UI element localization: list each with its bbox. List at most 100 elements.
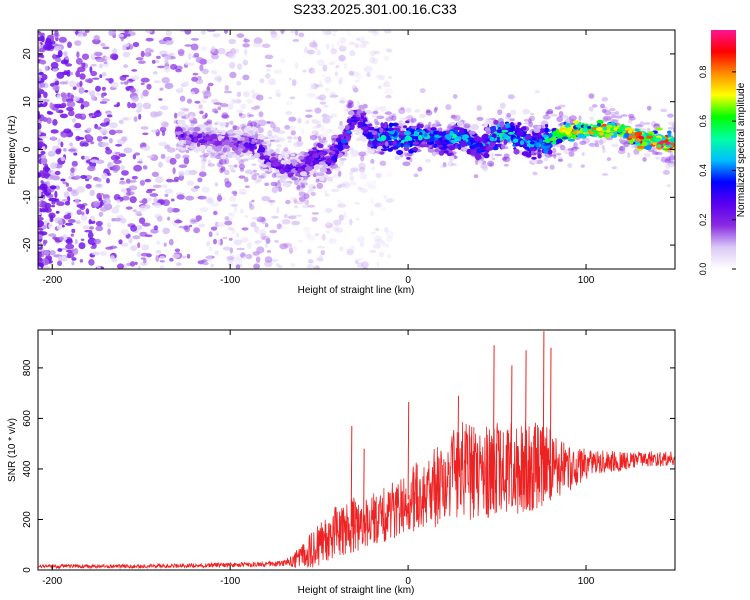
heatmap-cell (646, 105, 652, 111)
heatmap-cell (153, 80, 161, 84)
heatmap-cell (369, 198, 374, 204)
heatmap-cell (652, 142, 657, 146)
heatmap-cell (254, 133, 259, 138)
heatmap-cell (266, 121, 271, 124)
y-tick-label: 200 (22, 511, 33, 528)
heatmap-cell (201, 186, 210, 193)
heatmap-cell (289, 159, 298, 164)
heatmap-cell (169, 157, 177, 165)
heatmap-cell (154, 176, 164, 184)
heatmap-cell (121, 136, 128, 142)
heatmap-cell (380, 122, 384, 127)
heatmap-cell (231, 228, 236, 234)
heatmap-cell (193, 126, 201, 132)
heatmap-cell (213, 210, 218, 216)
heatmap-cell (257, 119, 267, 127)
heatmap-cell (158, 98, 163, 101)
heatmap-cell (322, 113, 328, 119)
heatmap-cell (130, 225, 138, 232)
heatmap-cell (208, 231, 213, 238)
heatmap-cell (120, 177, 125, 181)
heatmap-cell (403, 125, 408, 129)
heatmap-cell (325, 87, 330, 92)
heatmap-cell (71, 160, 78, 167)
heatmap-cell (370, 158, 375, 164)
heatmap-cell (548, 150, 553, 155)
heatmap-cell (437, 131, 445, 136)
heatmap-cell (189, 218, 196, 224)
heatmap-cell (379, 127, 384, 133)
heatmap-cell (74, 40, 82, 46)
heatmap-cell (557, 158, 563, 162)
heatmap-cell (219, 122, 227, 127)
heatmap-cell (513, 138, 519, 143)
heatmap-cell (467, 140, 472, 146)
heatmap-cell (291, 79, 297, 87)
heatmap-cell (372, 57, 379, 65)
heatmap-cell (209, 155, 218, 159)
heatmap-cell (196, 142, 201, 147)
x-tick-label: -200 (42, 275, 62, 286)
heatmap-cell (198, 103, 204, 110)
heatmap-cell (501, 129, 509, 133)
heatmap-cell (485, 147, 494, 151)
heatmap-cell (176, 194, 185, 200)
heatmap-cell (332, 219, 342, 226)
heatmap-cell (38, 129, 42, 136)
heatmap-cell (375, 227, 380, 232)
heatmap-cell (553, 154, 557, 159)
heatmap-cell (372, 30, 380, 36)
heatmap-cell (662, 169, 670, 175)
heatmap-cell (316, 245, 326, 249)
heatmap-cell (339, 120, 343, 127)
heatmap-cell (175, 126, 182, 132)
heatmap-cell (609, 108, 616, 112)
heatmap-cell (271, 162, 280, 167)
heatmap-cell (202, 261, 209, 266)
heatmap-cell (252, 42, 262, 48)
heatmap-cell (560, 144, 566, 151)
heatmap-cell (63, 148, 67, 152)
heatmap-cell (145, 37, 154, 42)
heatmap-cell (57, 255, 63, 262)
heatmap-cell (140, 82, 145, 85)
heatmap-cell (38, 68, 43, 72)
heatmap-cell (222, 236, 228, 240)
heatmap-cell (568, 115, 577, 121)
heatmap-cell (65, 182, 69, 187)
heatmap-cell (338, 54, 346, 62)
heatmap-cell (70, 233, 74, 237)
heatmap-cell (372, 243, 382, 249)
heatmap-cell (322, 64, 328, 72)
heatmap-cell (101, 172, 108, 180)
heatmap-cell (116, 102, 121, 107)
heatmap-cell (261, 196, 271, 202)
heatmap-cell (321, 233, 326, 241)
heatmap-cell (95, 225, 103, 232)
heatmap-cell (338, 80, 343, 86)
heatmap-cell (405, 107, 412, 113)
heatmap-cell (242, 43, 250, 48)
heatmap-cell (236, 109, 244, 113)
heatmap-cell (461, 135, 468, 140)
heatmap-cell (153, 225, 159, 231)
heatmap-cell (142, 143, 147, 149)
heatmap-cell (665, 163, 671, 170)
heatmap-cell (374, 238, 383, 245)
heatmap-cell (510, 125, 516, 131)
heatmap-cell (188, 169, 198, 175)
heatmap-cell (264, 54, 274, 60)
heatmap-cell (201, 99, 207, 104)
heatmap-cell (190, 91, 196, 96)
heatmap-cell (177, 119, 181, 125)
heatmap-cell (427, 126, 431, 132)
heatmap-cell (374, 109, 379, 112)
heatmap-cell (529, 115, 535, 122)
heatmap-cell (438, 137, 443, 142)
heatmap-cell (233, 206, 238, 214)
heatmap-cell (386, 48, 393, 53)
heatmap-cell (131, 75, 140, 81)
heatmap-cell (383, 55, 390, 62)
heatmap-cell (349, 218, 353, 226)
heatmap-cell (155, 250, 162, 254)
